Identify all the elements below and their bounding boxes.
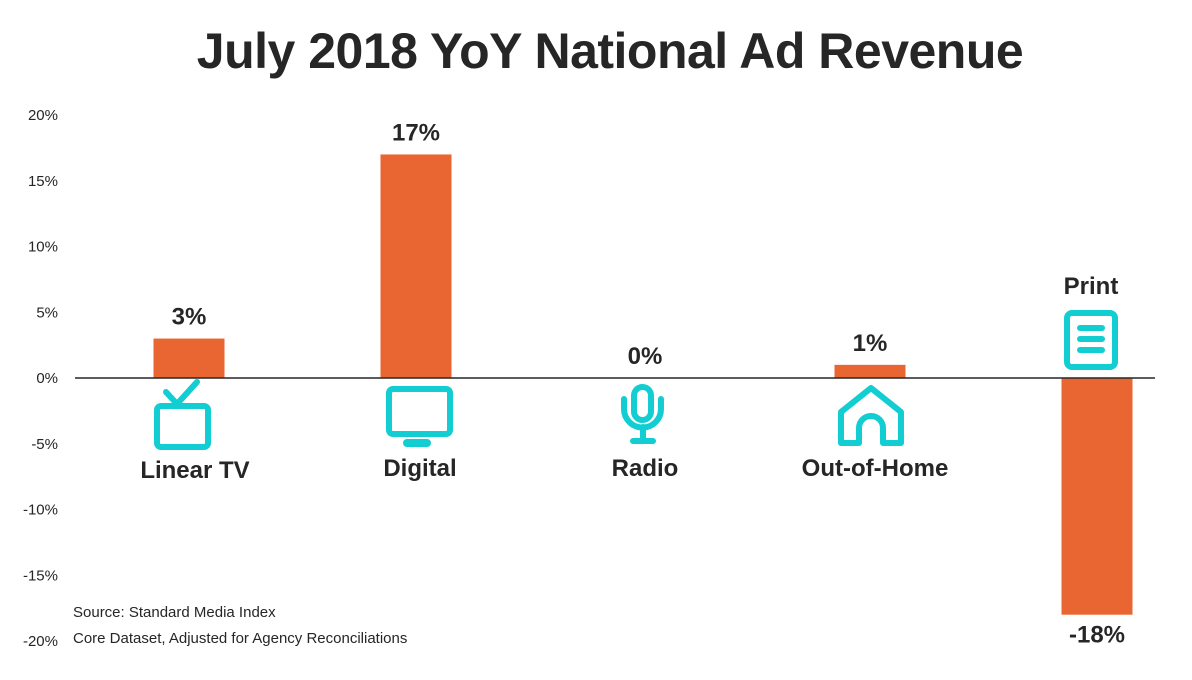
microphone-icon [621, 384, 664, 444]
bar-digital [380, 154, 452, 378]
data-label: -18% [1069, 622, 1125, 649]
bar-out-of-home [834, 364, 906, 378]
document-icon [1064, 310, 1118, 370]
y-tick-label: 0% [36, 370, 58, 387]
category-label: Out-of-Home [802, 455, 949, 482]
category-label: Linear TV [140, 457, 249, 484]
data-label: 17% [392, 119, 440, 146]
house-icon [838, 385, 904, 446]
y-tick-label: -5% [31, 436, 58, 453]
y-tick-label: 15% [28, 173, 58, 190]
y-tick-label: -15% [23, 567, 58, 584]
tv-icon [154, 379, 211, 450]
bar-print [1061, 378, 1133, 615]
data-label: 0% [628, 343, 663, 370]
source-line-2: Core Dataset, Adjusted for Agency Reconc… [73, 630, 408, 647]
bar-linear-tv [153, 338, 225, 378]
chart-title: July 2018 YoY National Ad Revenue [196, 23, 1024, 79]
data-label: 3% [172, 304, 207, 331]
y-tick-label: 10% [28, 239, 58, 256]
y-tick-label: -10% [23, 502, 58, 519]
y-tick-label: -20% [23, 633, 58, 650]
source-line-1: Source: Standard Media Index [73, 604, 276, 621]
y-tick-label: 20% [28, 107, 58, 124]
monitor-stand [403, 439, 431, 447]
category-label: Digital [383, 455, 456, 482]
category-label: Print [1064, 273, 1119, 300]
data-label: 1% [853, 330, 888, 357]
category-label: Radio [612, 455, 679, 482]
monitor-icon [386, 386, 453, 437]
y-tick-label: 5% [36, 304, 58, 321]
